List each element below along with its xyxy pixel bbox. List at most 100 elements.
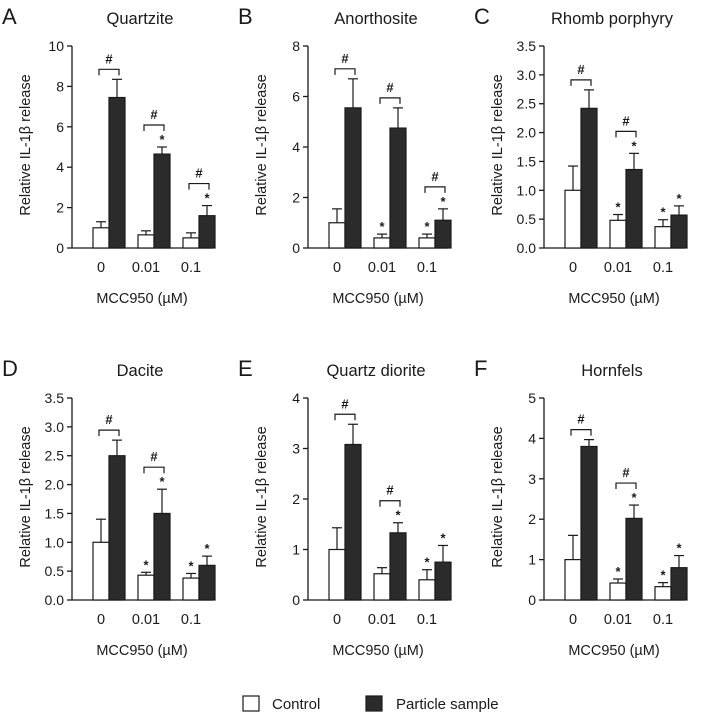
bar-control bbox=[564, 559, 582, 601]
hash-mark: # bbox=[622, 465, 630, 480]
y-tick-label: 2 bbox=[528, 511, 536, 527]
y-tick-label: 6 bbox=[292, 89, 300, 105]
bar-control bbox=[182, 577, 200, 601]
y-tick-label: 3.0 bbox=[517, 67, 537, 83]
x-tick-label: 0.1 bbox=[181, 612, 201, 628]
legend-label-control: Control bbox=[272, 696, 320, 713]
x-axis-label: MCC950 (µM) bbox=[332, 291, 423, 307]
bar-control bbox=[418, 237, 436, 249]
significance-star: * bbox=[615, 564, 621, 579]
y-tick-label: 3 bbox=[292, 441, 300, 457]
hash-mark: # bbox=[150, 449, 158, 464]
x-tick-label: 0.1 bbox=[653, 260, 673, 276]
y-tick-label: 8 bbox=[56, 78, 64, 94]
comparison-bracket bbox=[379, 500, 401, 507]
significance-star: * bbox=[395, 508, 401, 523]
panel-letter: B bbox=[238, 4, 253, 29]
bar-particle bbox=[344, 107, 362, 249]
significance-star: * bbox=[660, 568, 666, 583]
bar-particle bbox=[153, 153, 171, 249]
panel-letter: C bbox=[474, 4, 490, 29]
comparison-bracket bbox=[143, 124, 165, 131]
y-tick-label: 1.5 bbox=[517, 153, 537, 169]
y-tick-label: 8 bbox=[292, 38, 300, 54]
y-tick-label: 0 bbox=[292, 592, 300, 608]
significance-star: * bbox=[143, 557, 149, 572]
significance-star: * bbox=[159, 474, 165, 489]
x-axis-label: MCC950 (µM) bbox=[96, 643, 187, 659]
chart-panel-c: C Rhomb porphyry 0.0 0.5 1.0 1.5 2.0 2.5 3.0 3.5 R… bbox=[474, 4, 688, 307]
significance-star: * bbox=[204, 541, 210, 556]
y-tick-label: 2.0 bbox=[45, 477, 65, 493]
y-axis-label: Relative IL-1β release bbox=[18, 426, 34, 567]
comparison-bracket bbox=[615, 130, 637, 138]
bar-particle bbox=[153, 512, 171, 601]
bar-control bbox=[137, 234, 155, 249]
bar-particle bbox=[670, 567, 688, 601]
y-tick-label: 0.0 bbox=[517, 240, 537, 256]
x-tick-label: 0.1 bbox=[653, 612, 673, 628]
significance-star: * bbox=[379, 219, 385, 234]
y-tick-label: 1.5 bbox=[45, 505, 65, 521]
chart-panel-e: E Quartz diorite 0 1 2 3 4 Relative IL-1β relea… bbox=[238, 356, 452, 659]
legend: Control Particle sample bbox=[242, 695, 499, 713]
y-axis-label: Relative IL-1β release bbox=[490, 426, 506, 567]
bar-particle bbox=[389, 127, 407, 249]
x-tick-label: 0.01 bbox=[368, 260, 396, 276]
bar-particle bbox=[434, 561, 452, 601]
hash-mark: # bbox=[150, 107, 158, 122]
significance-star: * bbox=[615, 200, 621, 215]
y-tick-label: 2.5 bbox=[517, 96, 537, 112]
x-tick-label: 0 bbox=[97, 612, 105, 628]
comparison-bracket bbox=[334, 413, 356, 421]
bar-particle bbox=[625, 168, 643, 249]
x-tick-label: 0.01 bbox=[368, 612, 396, 628]
hash-mark: # bbox=[386, 80, 394, 95]
y-tick-label: 1.0 bbox=[517, 182, 537, 198]
y-tick-label: 2 bbox=[56, 200, 64, 216]
legend-swatch-control bbox=[242, 695, 260, 712]
x-tick-label: 0.1 bbox=[417, 260, 437, 276]
bar-particle bbox=[389, 532, 407, 601]
panel-letter: F bbox=[474, 356, 487, 381]
bar-control bbox=[328, 548, 346, 601]
significance-star: * bbox=[660, 205, 666, 220]
bar-particle bbox=[108, 96, 126, 249]
hash-mark: # bbox=[622, 113, 630, 128]
hash-mark: # bbox=[105, 412, 113, 427]
legend-swatch-particle bbox=[365, 695, 383, 712]
x-tick-label: 0 bbox=[569, 260, 577, 276]
significance-star: * bbox=[631, 138, 637, 153]
chart-title: Anorthosite bbox=[334, 10, 417, 28]
y-tick-label: 0 bbox=[56, 240, 64, 256]
bar-control bbox=[654, 586, 672, 601]
chart-title: Quartzite bbox=[107, 10, 174, 28]
y-tick-label: 3.5 bbox=[517, 38, 537, 54]
panel-letter: A bbox=[2, 4, 17, 29]
y-tick-label: 0.5 bbox=[45, 563, 65, 579]
hash-mark: # bbox=[431, 169, 439, 184]
y-tick-label: 0.0 bbox=[45, 592, 65, 608]
x-tick-label: 0 bbox=[333, 612, 341, 628]
significance-star: * bbox=[159, 132, 165, 147]
hash-mark: # bbox=[195, 166, 203, 181]
bar-particle bbox=[344, 443, 362, 601]
bar-control bbox=[564, 189, 582, 249]
chart-title: Hornfels bbox=[581, 362, 642, 380]
comparison-bracket bbox=[615, 482, 637, 490]
comparison-bracket bbox=[334, 68, 356, 75]
x-axis-label: MCC950 (µM) bbox=[568, 643, 659, 659]
y-tick-label: 5 bbox=[528, 390, 536, 406]
hash-mark: # bbox=[577, 412, 585, 427]
significance-star: * bbox=[631, 490, 637, 505]
bar-particle bbox=[434, 219, 452, 249]
y-axis-label: Relative IL-1β release bbox=[254, 74, 270, 215]
bar-particle bbox=[580, 445, 598, 601]
hash-mark: # bbox=[105, 51, 113, 66]
chart-panel-a: A Quartzite 0 2 4 6 8 10 Relative IL-1β release 0… bbox=[2, 4, 216, 307]
hash-mark: # bbox=[341, 396, 349, 411]
x-tick-label: 0.01 bbox=[604, 612, 632, 628]
x-tick-label: 0.01 bbox=[132, 260, 160, 276]
hash-mark: # bbox=[577, 62, 585, 77]
y-tick-label: 1.0 bbox=[45, 534, 65, 550]
